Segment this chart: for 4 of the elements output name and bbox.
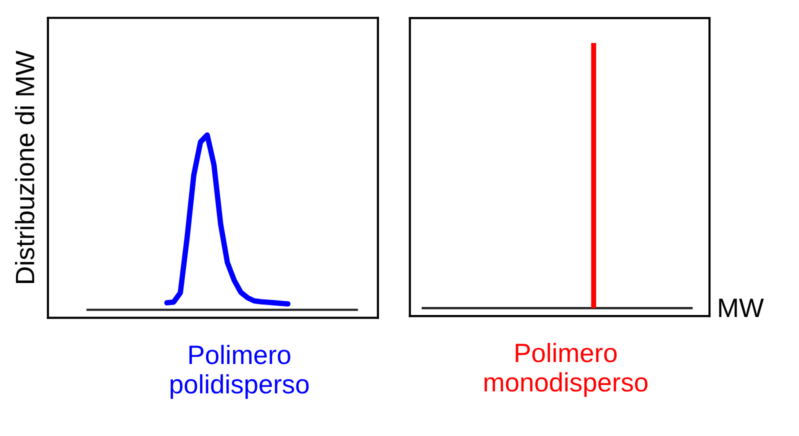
y-axis-title: Distribuzione di MW	[15, 50, 34, 284]
text: Polimero polidisperso	[170, 344, 309, 399]
text: Polimero monodisperso	[484, 342, 648, 397]
x-axis-title: MW	[719, 298, 764, 317]
